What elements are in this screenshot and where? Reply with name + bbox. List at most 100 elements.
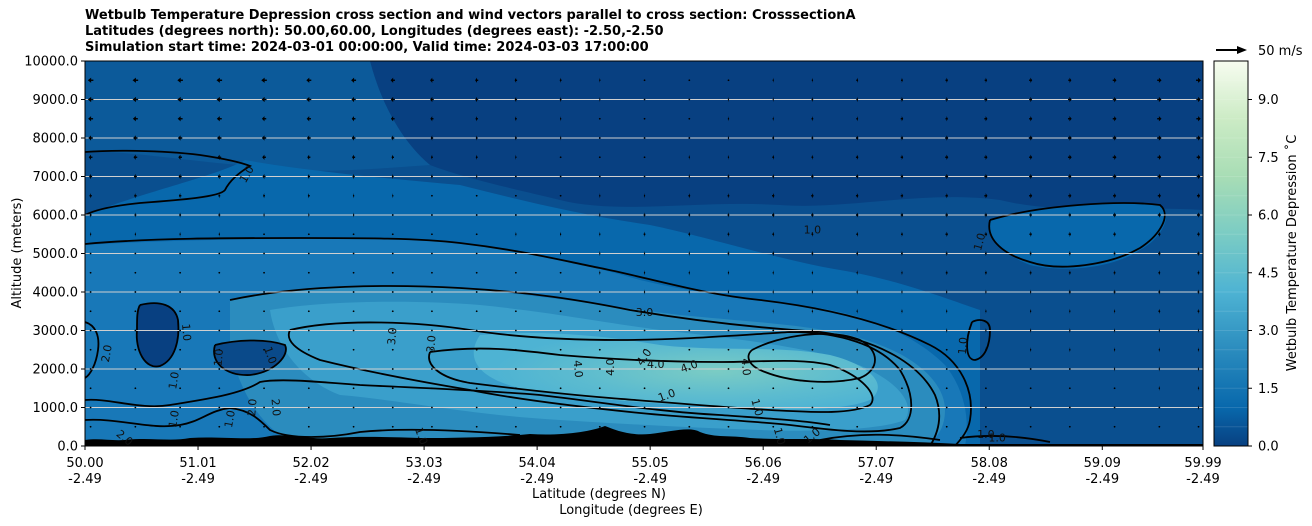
wind-vector bbox=[727, 368, 730, 370]
wind-vector bbox=[87, 96, 94, 103]
contour-label: 3.0 bbox=[424, 335, 438, 354]
wind-vector bbox=[431, 214, 433, 216]
wind-vector bbox=[515, 154, 517, 160]
wind-vector bbox=[263, 406, 265, 409]
wind-vector bbox=[1157, 154, 1162, 160]
x-axis: 50.00-2.4951.01-2.4952.02-2.4953.03-2.49… bbox=[66, 446, 1222, 487]
wind-vector bbox=[352, 154, 356, 160]
wind-vector bbox=[900, 135, 904, 141]
wind-vector bbox=[89, 271, 92, 274]
wind-vector bbox=[177, 96, 183, 103]
wind-vector bbox=[1197, 250, 1200, 257]
wind-vector bbox=[352, 271, 355, 274]
colorbar-tick-label: 7.5 bbox=[1258, 151, 1279, 166]
wind-vector bbox=[430, 116, 434, 122]
wind-vector bbox=[514, 368, 517, 370]
x-axis-title-lon: Longitude (degrees E) bbox=[559, 503, 703, 518]
wind-vector bbox=[263, 233, 265, 236]
wind-vector bbox=[598, 291, 601, 293]
wind-vector bbox=[901, 308, 903, 314]
contour-label: 1.0 bbox=[956, 337, 970, 356]
wind-vector bbox=[390, 116, 395, 122]
wind-vector bbox=[475, 271, 478, 274]
wind-vector bbox=[179, 406, 182, 409]
wind-vector bbox=[134, 193, 137, 199]
field-deep-upper bbox=[370, 61, 1203, 210]
wind-vector bbox=[1030, 289, 1032, 295]
wind-vector bbox=[945, 387, 948, 390]
wind-vector bbox=[945, 368, 948, 370]
field-left-dark-pocket bbox=[136, 303, 179, 367]
wind-vector bbox=[1113, 366, 1116, 372]
wind-vector bbox=[1196, 96, 1201, 103]
wind-vector bbox=[598, 329, 601, 332]
wind-vector bbox=[811, 193, 814, 199]
wind-vector bbox=[307, 368, 310, 370]
wind-vector bbox=[89, 252, 92, 255]
colorbar-title: Wetbulb Temperature Depression ˚C bbox=[1284, 135, 1300, 372]
wind-vector bbox=[391, 214, 394, 216]
wind-vector bbox=[901, 327, 903, 334]
wind-vector bbox=[945, 406, 948, 409]
field-right-pocket bbox=[989, 203, 1167, 269]
wind-vector bbox=[263, 291, 265, 293]
x-tick-label-lat: 52.02 bbox=[292, 456, 329, 471]
wind-vector bbox=[307, 193, 310, 199]
wind-vector bbox=[560, 116, 562, 122]
x-tick-label-lon: -2.49 bbox=[407, 472, 441, 487]
wind-vector bbox=[811, 270, 814, 276]
wind-vector bbox=[514, 77, 518, 83]
wind-vector bbox=[1029, 406, 1032, 409]
wind-vector bbox=[855, 173, 859, 180]
wind-vector bbox=[514, 96, 518, 103]
wind-vector bbox=[1196, 212, 1201, 218]
wind-vector bbox=[772, 96, 774, 103]
wind-vector bbox=[514, 175, 517, 178]
contour-label: 1.0 bbox=[166, 409, 182, 428]
wind-vector bbox=[431, 368, 433, 370]
wind-vector bbox=[1113, 250, 1116, 257]
wind-vector bbox=[1113, 212, 1117, 218]
wind-vector bbox=[1113, 231, 1116, 237]
wind-vector bbox=[1069, 327, 1071, 334]
wind-vector bbox=[431, 194, 433, 197]
wind-vector bbox=[352, 329, 355, 332]
wind-vector bbox=[132, 77, 139, 83]
x-tick-label-lon: -2.49 bbox=[1186, 472, 1220, 487]
y-tick-label: 8000.0 bbox=[33, 132, 79, 147]
wind-vector bbox=[1029, 231, 1032, 237]
wind-vector bbox=[1068, 212, 1072, 218]
field-left-dark-pocket-2 bbox=[214, 340, 286, 376]
wind-vector bbox=[351, 77, 357, 83]
wind-vector bbox=[643, 175, 646, 178]
wind-vector bbox=[559, 348, 562, 351]
wind-vector bbox=[855, 135, 859, 141]
wind-vector bbox=[391, 271, 394, 274]
wind-vector bbox=[1068, 406, 1071, 409]
wind-vector bbox=[727, 193, 730, 199]
wind-vector bbox=[688, 250, 690, 257]
wind-vector bbox=[352, 310, 355, 313]
wind-vector bbox=[218, 329, 221, 332]
wind-vector bbox=[727, 329, 730, 332]
wind-vector bbox=[1157, 193, 1161, 199]
wind-vector bbox=[89, 329, 92, 332]
colorbar-tick-label: 1.5 bbox=[1258, 382, 1279, 397]
wind-vector bbox=[984, 96, 988, 103]
x-tick-label-lat: 51.01 bbox=[179, 456, 216, 471]
wind-vector bbox=[134, 291, 137, 293]
wind-vector bbox=[514, 135, 517, 141]
wind-vector bbox=[89, 406, 92, 409]
colorbar-tick-label: 6.0 bbox=[1258, 209, 1279, 224]
wind-vector bbox=[261, 135, 267, 141]
contour-label: 1.0 bbox=[977, 428, 995, 441]
wind-vector bbox=[599, 270, 601, 276]
wind-vector bbox=[475, 387, 478, 390]
wind-vector bbox=[901, 425, 903, 428]
wind-vector bbox=[352, 233, 355, 236]
wind-vector bbox=[599, 96, 601, 103]
wind-vector bbox=[216, 96, 223, 103]
wind-vector bbox=[307, 406, 310, 409]
wind-vector bbox=[1029, 96, 1033, 103]
wind-vector bbox=[352, 406, 355, 409]
